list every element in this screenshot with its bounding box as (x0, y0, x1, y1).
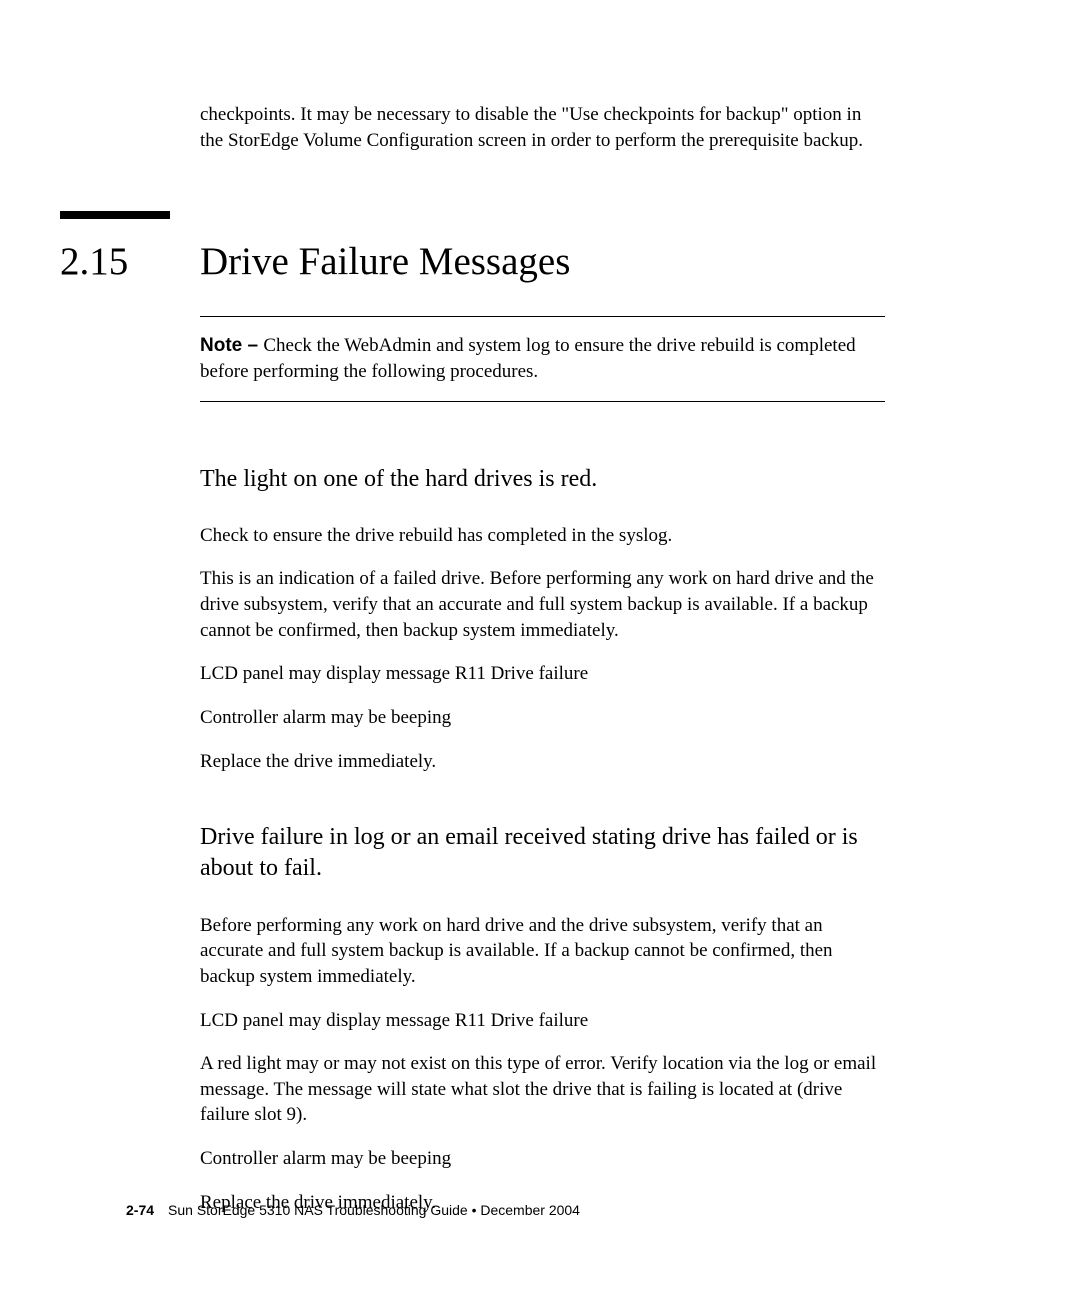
body-paragraph: Before performing any work on hard drive… (200, 913, 885, 990)
page-number: 2-74 (126, 1202, 154, 1218)
body-paragraph: Controller alarm may be beeping (200, 705, 885, 731)
note-text: Check the WebAdmin and system log to ens… (200, 335, 856, 382)
section-number: 2.15 (60, 239, 200, 284)
body-paragraph: This is an indication of a failed drive.… (200, 566, 885, 643)
body-paragraph: Replace the drive immediately. (200, 749, 885, 775)
note-block: Note – Check the WebAdmin and system log… (200, 316, 885, 401)
body-paragraph: Controller alarm may be beeping (200, 1146, 885, 1172)
section-heading: 2.15Drive Failure Messages (60, 239, 885, 284)
page-footer: 2-74 Sun StorEdge 5310 NAS Troubleshootin… (126, 1202, 580, 1218)
subsection-heading-1: The light on one of the hard drives is r… (200, 464, 885, 495)
subsection-heading-2: Drive failure in log or an email receive… (200, 822, 885, 884)
note-label: Note – (200, 335, 263, 356)
body-paragraph: LCD panel may display message R11 Drive … (200, 1008, 885, 1034)
footer-text: Sun StorEdge 5310 NAS Troubleshooting Gu… (168, 1202, 580, 1218)
body-paragraph: Check to ensure the drive rebuild has co… (200, 523, 885, 549)
body-paragraph: LCD panel may display message R11 Drive … (200, 661, 885, 687)
section-title: Drive Failure Messages (200, 239, 570, 284)
intro-paragraph: checkpoints. It may be necessary to disa… (200, 102, 885, 153)
heading-rule (60, 211, 170, 219)
body-paragraph: A red light may or may not exist on this… (200, 1051, 885, 1128)
